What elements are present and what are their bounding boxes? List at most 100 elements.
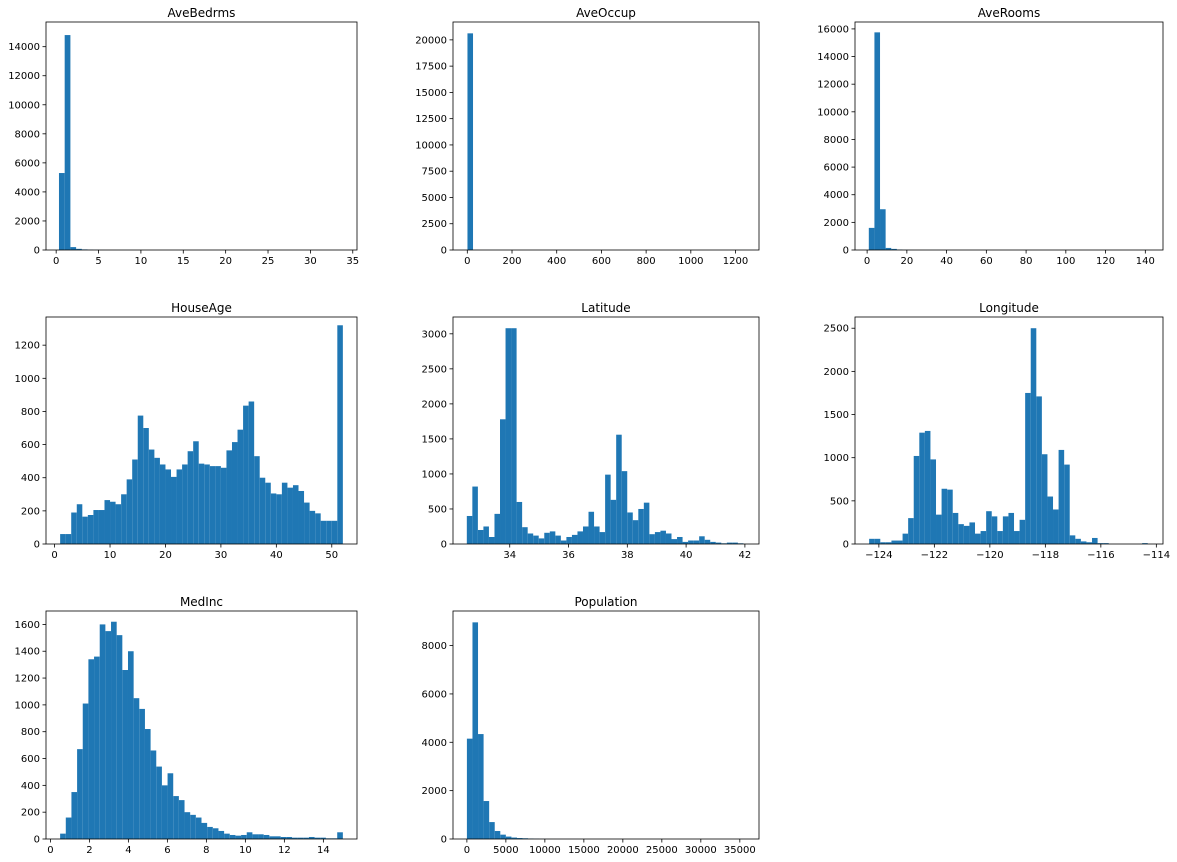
bar	[726, 542, 733, 544]
bar	[270, 493, 277, 544]
x-tick-label: 10	[104, 550, 117, 561]
bar	[201, 822, 208, 839]
bar	[549, 531, 556, 544]
bar	[104, 500, 111, 544]
bar	[588, 511, 595, 544]
bar	[1092, 537, 1098, 544]
bar	[952, 512, 959, 544]
y-tick-label: 2500	[422, 364, 447, 375]
bar	[1064, 464, 1070, 544]
bar	[500, 419, 506, 544]
x-tick-label: 2	[86, 845, 92, 856]
bar	[599, 532, 606, 544]
bar	[489, 822, 495, 839]
x-tick-label: 140	[1136, 256, 1155, 267]
x-tick-label: 14	[317, 845, 330, 856]
bar	[275, 836, 281, 839]
bar	[980, 531, 987, 544]
bar	[688, 540, 694, 544]
x-tick-label: 1200	[723, 256, 748, 267]
bar	[924, 430, 931, 544]
bar	[331, 520, 338, 544]
y-tick-label: 0	[34, 835, 40, 846]
bar	[76, 248, 82, 250]
y-tick-label: 2500	[824, 324, 849, 335]
bar	[291, 837, 298, 839]
bar	[184, 812, 191, 839]
bar	[150, 750, 157, 839]
bar	[891, 248, 897, 250]
x-tick-label: 15	[177, 256, 190, 267]
bar	[88, 659, 95, 839]
bar	[1041, 454, 1048, 544]
x-tick-label: 25	[262, 256, 275, 267]
x-tick-label: 5	[95, 256, 101, 267]
bar	[472, 622, 479, 839]
bar	[64, 35, 71, 250]
x-tick-label: 200	[502, 256, 521, 267]
y-tick-label: 1000	[15, 700, 40, 711]
bar	[94, 656, 100, 839]
bar	[654, 532, 661, 544]
y-tick-label: 1200	[15, 341, 40, 352]
bar	[505, 328, 512, 544]
y-tick-label: 0	[843, 540, 849, 551]
chart-title: AveBedrms	[168, 6, 236, 20]
bar	[941, 488, 948, 544]
bar	[560, 540, 567, 544]
bar	[127, 651, 134, 839]
bar	[126, 479, 133, 544]
bar	[1058, 449, 1065, 544]
bar	[1075, 538, 1081, 544]
bar	[326, 520, 332, 544]
bar	[880, 209, 886, 250]
chart-title: HouseAge	[171, 301, 232, 315]
bar	[1025, 392, 1031, 544]
bar	[1014, 531, 1020, 544]
bar	[269, 836, 276, 839]
x-tick-label: −116	[1087, 550, 1114, 561]
y-tick-label: 1200	[15, 674, 40, 685]
bar	[467, 33, 474, 250]
bar	[121, 494, 127, 544]
chart-panel-medinc: 0 2 4 6 8 10 12 14 0 200 400 600 800 1000 1200 1400 1600…	[15, 595, 358, 856]
bar	[254, 456, 260, 544]
axes-frame	[452, 316, 760, 545]
bar	[198, 463, 205, 544]
y-tick-label: 2000	[422, 399, 447, 410]
bar	[958, 524, 964, 544]
bar	[511, 328, 517, 544]
bar	[715, 542, 722, 544]
y-tick-label: 200	[21, 808, 40, 819]
bar	[1053, 509, 1059, 544]
y-tick-label: 12500	[415, 114, 447, 125]
chart-title: AveOccup	[576, 6, 636, 20]
chart-panel-houseage: 0 10 20 30 40 50 0 200 400 600 800 1000 1200 HouseAge	[15, 301, 358, 561]
bar	[58, 173, 65, 250]
bar	[704, 539, 711, 544]
y-tick-label: 1000	[422, 469, 447, 480]
y-tick-label: 1600	[15, 620, 40, 631]
x-tick-label: 10000	[529, 845, 561, 856]
y-tick-label: 800	[21, 727, 40, 738]
x-tick-label: 20	[219, 256, 232, 267]
bar	[218, 830, 225, 839]
bar	[891, 540, 898, 544]
bar	[286, 836, 292, 839]
bar	[538, 538, 545, 544]
x-tick-label: 0	[47, 845, 53, 856]
bar	[930, 459, 937, 544]
y-tick-label: 3000	[422, 329, 447, 340]
bar	[65, 817, 72, 839]
bar	[93, 510, 99, 544]
bar	[732, 542, 738, 544]
bar	[868, 227, 875, 250]
bar	[1019, 519, 1026, 544]
x-tick-label: 15000	[568, 845, 600, 856]
bar	[699, 536, 705, 544]
bar	[885, 247, 892, 250]
bar	[70, 247, 77, 250]
bar	[252, 834, 259, 839]
bar	[477, 529, 484, 544]
